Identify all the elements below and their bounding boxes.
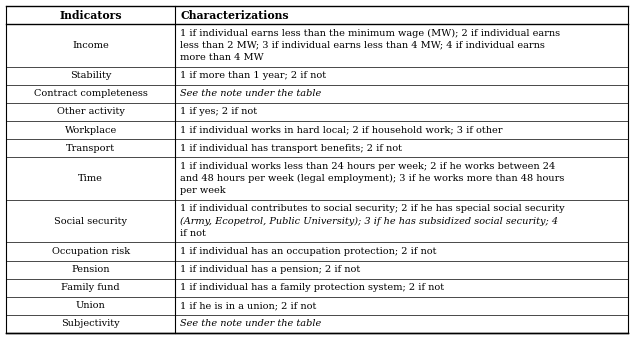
- Text: 1 if individual has a family protection system; 2 if not: 1 if individual has a family protection …: [180, 283, 444, 292]
- Text: Characterizations: Characterizations: [180, 9, 289, 21]
- Text: 1 if individual works less than 24 hours per week; 2 if he works between 24: 1 if individual works less than 24 hours…: [180, 162, 555, 171]
- Text: 1 if individual has an occupation protection; 2 if not: 1 if individual has an occupation protec…: [180, 247, 437, 256]
- Text: Union: Union: [75, 301, 105, 310]
- Text: Subjectivity: Subjectivity: [61, 319, 120, 328]
- Text: 1 if individual contributes to social security; 2 if he has special social secur: 1 if individual contributes to social se…: [180, 204, 565, 213]
- Text: Family fund: Family fund: [61, 283, 120, 292]
- Text: 1 if yes; 2 if not: 1 if yes; 2 if not: [180, 107, 257, 117]
- Text: 1 if individual works in hard local; 2 if household work; 3 if other: 1 if individual works in hard local; 2 i…: [180, 126, 503, 135]
- Text: Transport: Transport: [66, 144, 115, 153]
- Text: Occupation risk: Occupation risk: [51, 247, 130, 256]
- Text: See the note under the table: See the note under the table: [180, 319, 321, 328]
- Text: less than 2 MW; 3 if individual earns less than 4 MW; 4 if individual earns: less than 2 MW; 3 if individual earns le…: [180, 41, 545, 50]
- Text: 1 if individual has transport benefits; 2 if not: 1 if individual has transport benefits; …: [180, 144, 402, 153]
- Text: Income: Income: [72, 41, 109, 50]
- Text: (Army, Ecopetrol, Public University); 3 if he has subsidized social security; 4: (Army, Ecopetrol, Public University); 3 …: [180, 217, 559, 226]
- Text: 1 if more than 1 year; 2 if not: 1 if more than 1 year; 2 if not: [180, 71, 327, 80]
- Text: 1 if individual earns less than the minimum wage (MW); 2 if individual earns: 1 if individual earns less than the mini…: [180, 28, 560, 38]
- Text: Indicators: Indicators: [60, 9, 122, 21]
- Text: Pension: Pension: [72, 265, 110, 274]
- Text: Contract completeness: Contract completeness: [34, 89, 148, 98]
- Text: 1 if individual has a pension; 2 if not: 1 if individual has a pension; 2 if not: [180, 265, 361, 274]
- Text: per week: per week: [180, 186, 226, 195]
- Text: Other activity: Other activity: [56, 107, 124, 117]
- Text: and 48 hours per week (legal employment); 3 if he works more than 48 hours: and 48 hours per week (legal employment)…: [180, 174, 564, 183]
- Text: 1 if he is in a union; 2 if not: 1 if he is in a union; 2 if not: [180, 301, 316, 310]
- Text: if not: if not: [180, 229, 206, 238]
- Text: Workplace: Workplace: [65, 126, 117, 135]
- Text: more than 4 MW: more than 4 MW: [180, 53, 264, 62]
- Text: Social security: Social security: [54, 217, 127, 226]
- Text: See the note under the table: See the note under the table: [180, 89, 321, 98]
- Text: Time: Time: [78, 174, 103, 183]
- Text: Stability: Stability: [70, 71, 112, 80]
